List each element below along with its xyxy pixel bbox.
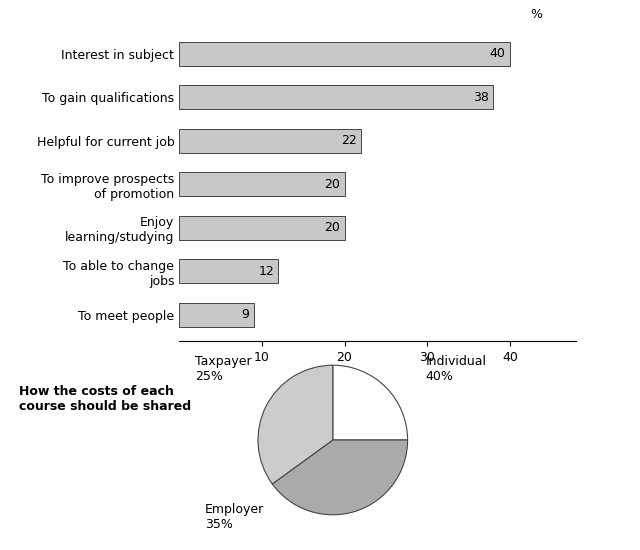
Wedge shape: [333, 365, 408, 440]
Text: How the costs of each
course should be shared: How the costs of each course should be s…: [19, 385, 191, 413]
Bar: [179, 259, 278, 283]
Text: 22: 22: [341, 134, 357, 147]
Text: 20: 20: [324, 178, 340, 191]
Text: 12: 12: [259, 265, 275, 278]
Text: 20: 20: [324, 221, 340, 234]
Wedge shape: [272, 440, 408, 515]
Text: Taxpayer
25%: Taxpayer 25%: [195, 355, 252, 383]
Bar: [179, 129, 361, 153]
Bar: [179, 85, 493, 109]
Text: 9: 9: [241, 309, 250, 321]
Wedge shape: [258, 365, 333, 484]
Bar: [179, 216, 344, 240]
Text: 40: 40: [490, 47, 506, 60]
Text: Employer
35%: Employer 35%: [205, 503, 264, 531]
Text: Individual
40%: Individual 40%: [426, 355, 486, 383]
Text: 38: 38: [474, 91, 489, 104]
Text: %: %: [531, 8, 543, 21]
Bar: [179, 42, 510, 65]
Bar: [179, 172, 344, 196]
Bar: [179, 303, 253, 327]
